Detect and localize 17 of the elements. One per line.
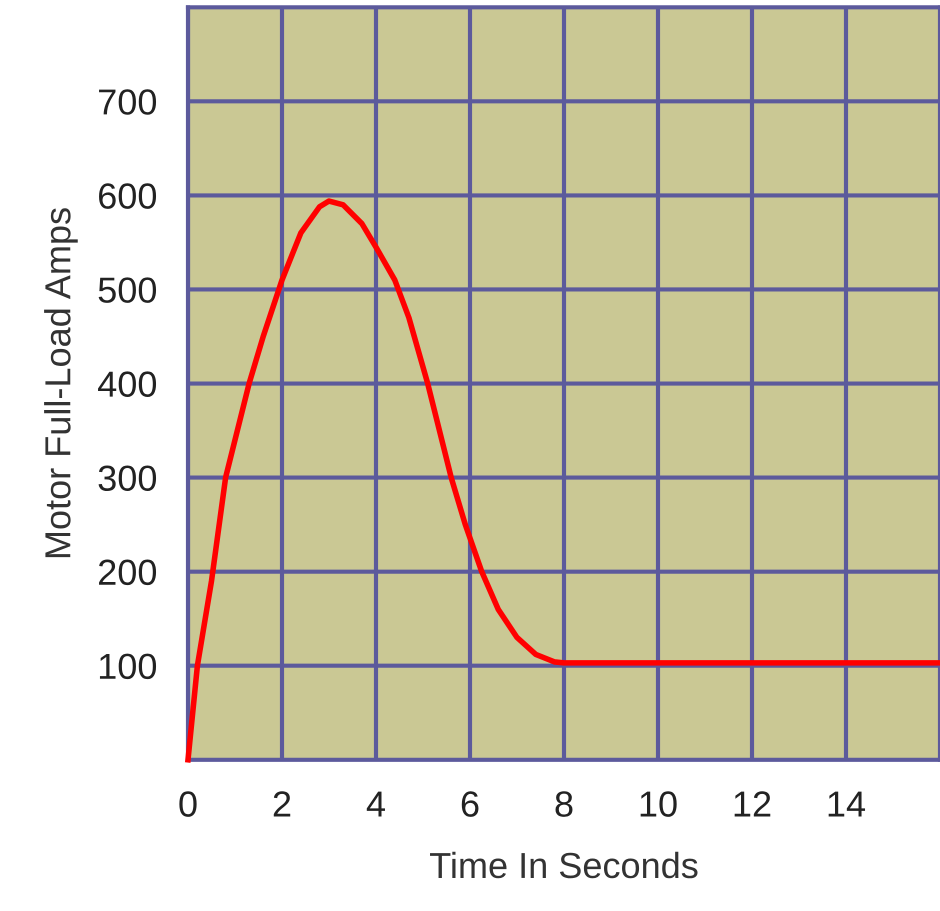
y-tick-label: 200 (99, 560, 156, 586)
x-tick-label: 14 (828, 792, 866, 816)
x-tick-label: 0 (179, 791, 197, 817)
x-tick-label: 6 (462, 791, 478, 817)
y-tick-label: 500 (98, 277, 156, 303)
x-axis-title: Time In Seconds (430, 852, 698, 878)
y-axis-title: Motor Full-Load Amps (44, 208, 78, 558)
y-tick-label: 100 (100, 654, 156, 680)
x-tick-label: 10 (640, 791, 677, 817)
x-tick-label: 12 (734, 791, 770, 816)
y-tick-label: 600 (99, 183, 156, 209)
x-tick-label: 8 (556, 791, 572, 817)
y-tick-label: 400 (98, 371, 156, 397)
x-tick-label: 4 (366, 792, 385, 816)
y-tick-label: 300 (98, 465, 156, 492)
y-tick-label: 700 (99, 89, 156, 115)
x-tick-label: 2 (274, 791, 290, 816)
